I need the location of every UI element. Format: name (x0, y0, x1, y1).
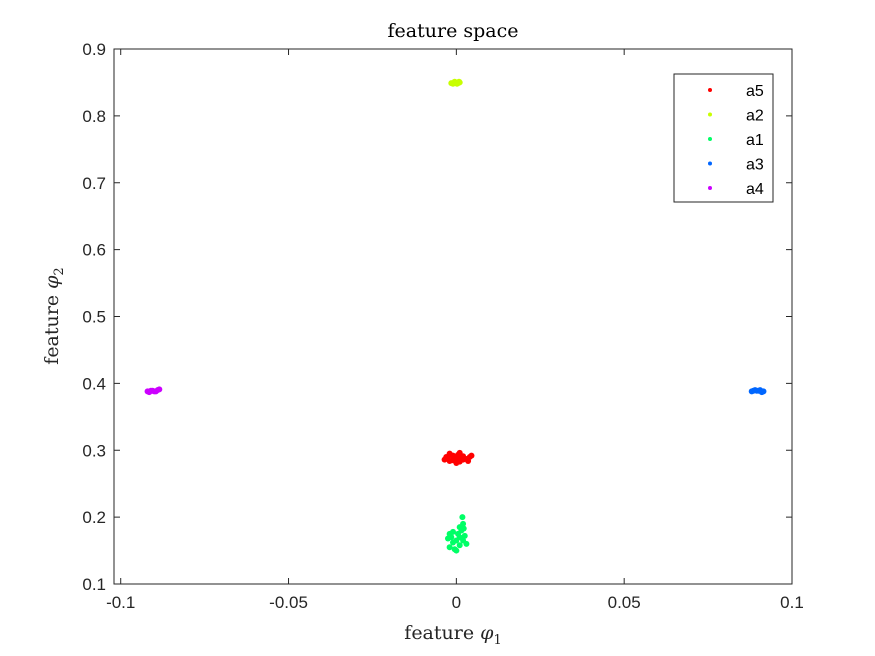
data-point (152, 388, 159, 395)
data-point (463, 540, 470, 547)
y-tick-label: 0.7 (82, 174, 106, 193)
x-tick-label: 0.1 (780, 593, 804, 612)
data-point (458, 454, 465, 461)
y-tick-label: 0.4 (82, 374, 106, 393)
data-point (446, 544, 453, 551)
x-axis-label: feature φ1 (404, 622, 501, 648)
data-point (750, 387, 757, 394)
data-point (456, 534, 463, 541)
data-point (459, 514, 466, 521)
legend-label: a3 (746, 157, 764, 174)
data-point (468, 452, 475, 459)
data-point (465, 457, 472, 464)
series-a2 (448, 78, 463, 87)
ticks-layer: -0.1 -0.05 0 0.05 0.1 0.1 0.2 0.3 0.4 0.5 0.6 0.7 0.… (82, 40, 803, 612)
series-a3 (748, 387, 767, 396)
y-axis-label-prefix: feature (41, 289, 63, 365)
y-tick-label: 0.5 (82, 308, 106, 327)
y-axis-label-symbol: φ (41, 275, 63, 289)
legend-marker (708, 137, 712, 141)
x-tick-label: -0.1 (106, 593, 135, 612)
legend-marker (708, 88, 712, 92)
x-axis-label-symbol: φ (480, 622, 494, 644)
data-point (451, 546, 458, 553)
x-tick-label: 0 (452, 593, 461, 612)
y-tick-label: 0.8 (82, 107, 106, 126)
data-point (444, 535, 451, 542)
data-point (460, 525, 467, 532)
y-axis-label-subscript: 2 (52, 267, 67, 275)
y-tick-label: 0.9 (82, 40, 106, 59)
data-point (456, 542, 463, 549)
data-point (146, 389, 153, 396)
legend-marker (708, 112, 712, 117)
y-tick-label: 0.1 (82, 575, 106, 594)
legend-marker (708, 161, 712, 166)
series-a1 (444, 514, 470, 554)
series-a4 (144, 386, 163, 396)
y-tick-label: 0.2 (82, 508, 106, 527)
series-a5 (441, 449, 475, 466)
legend-label: a1 (746, 132, 764, 149)
data-point (456, 78, 463, 85)
data-point (444, 454, 451, 461)
legend: a5 a2 a1 a3 a4 (673, 73, 774, 203)
data-point (448, 80, 455, 87)
x-tick-label: -0.05 (269, 593, 308, 612)
legend-label: a5 (746, 83, 764, 100)
legend-marker (708, 186, 712, 190)
data-point (451, 455, 458, 462)
x-axis-label-subscript: 1 (493, 633, 501, 648)
legend-items: a5 a2 a1 a3 a4 (708, 83, 764, 198)
data-point (446, 530, 453, 537)
legend-label: a2 (746, 108, 764, 125)
legend-label: a4 (746, 181, 764, 198)
x-tick-label: 0.05 (608, 593, 641, 612)
data-point (760, 388, 767, 395)
points-layer (144, 78, 767, 554)
legend-box (673, 73, 774, 203)
y-axis-label: feature φ2 (41, 267, 67, 364)
y-tick-label: 0.6 (82, 241, 106, 260)
x-axis-label-prefix: feature (404, 622, 480, 644)
y-tick-label: 0.3 (82, 441, 106, 460)
data-point (461, 532, 468, 539)
chart-title: feature space (388, 20, 519, 42)
